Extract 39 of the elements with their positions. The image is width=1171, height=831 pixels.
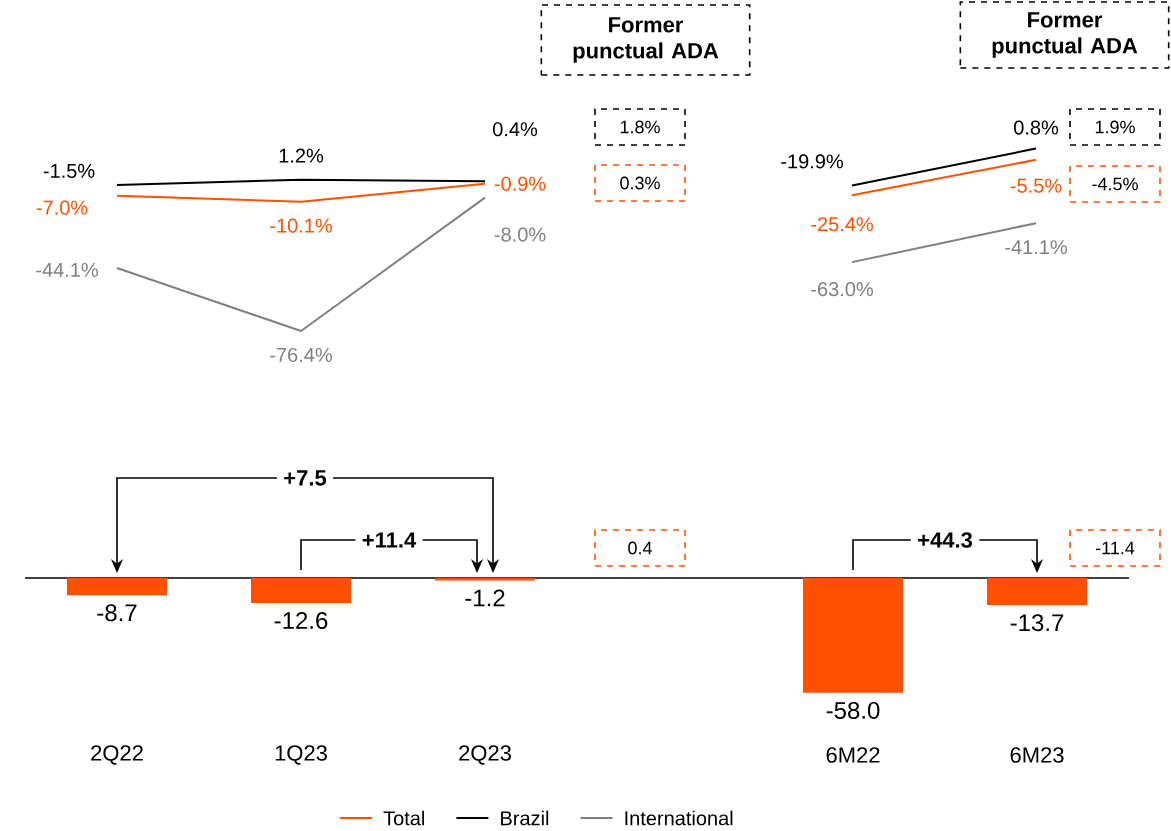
data-label: -41.1% xyxy=(1005,240,1067,255)
data-label: -5.5% xyxy=(1010,178,1062,193)
data-label: -8.0% xyxy=(494,227,546,242)
text: 0.4 xyxy=(628,541,652,555)
annotation: -4.5% xyxy=(1092,177,1138,191)
text: 0.3% xyxy=(620,176,660,190)
data-label: -44.1% xyxy=(36,262,98,277)
text: Former punctual ADA xyxy=(573,17,719,63)
text: -11.4 xyxy=(1095,541,1135,555)
data-label: 0.4% xyxy=(493,122,538,137)
text: 1.9% xyxy=(1095,120,1135,134)
data-label: 0.8% xyxy=(1014,120,1059,135)
text: +11.4 xyxy=(362,532,417,548)
text: +7.5 xyxy=(284,470,327,486)
data-label: -13.7 xyxy=(1010,614,1064,632)
data-label: -76.4% xyxy=(270,347,332,363)
data-label: -0.9% xyxy=(494,176,546,191)
text: Former punctual ADA xyxy=(992,12,1138,58)
data-label: -8.7 xyxy=(97,604,137,622)
legend-label: Brazil xyxy=(501,810,549,826)
data-label: -1.5% xyxy=(43,163,95,178)
data-label: -19.9% xyxy=(781,154,843,169)
data-label: -58.0 xyxy=(826,701,880,719)
x-tick-label: 2Q22 xyxy=(91,745,143,765)
text: +44.3 xyxy=(918,532,973,548)
x-tick-label: 1Q23 xyxy=(275,745,327,765)
legend-label: Total xyxy=(383,810,424,826)
data-label: -63.0% xyxy=(811,282,873,297)
data-label: 1.2% xyxy=(279,148,324,163)
legend-label: International xyxy=(625,810,733,826)
data-label: -25.4% xyxy=(811,217,873,232)
data-label: -7.0% xyxy=(36,200,88,215)
text: 1.8% xyxy=(620,120,660,134)
data-label: -1.2 xyxy=(465,589,505,607)
data-label: -10.1% xyxy=(270,218,332,233)
x-tick-label: 6M22 xyxy=(826,747,880,763)
x-tick-label: 2Q23 xyxy=(459,745,511,765)
data-label: -12.6 xyxy=(274,612,328,629)
x-tick-label: 6M23 xyxy=(1010,747,1064,763)
